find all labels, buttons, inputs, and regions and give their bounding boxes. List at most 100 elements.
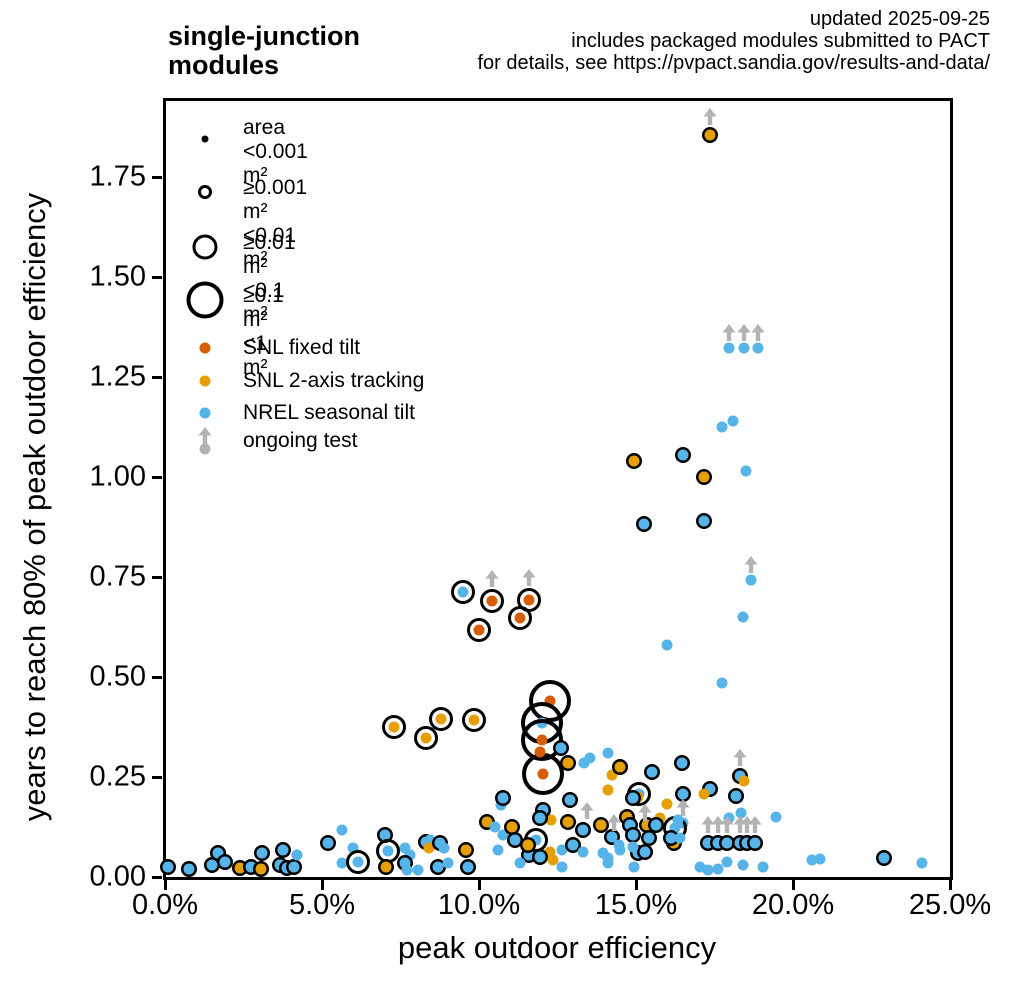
data-point bbox=[627, 841, 639, 853]
ongoing-test-arrow-icon bbox=[722, 323, 736, 346]
legend-series-label: NREL seasonal tilt bbox=[243, 401, 415, 424]
ongoing-test-arrow-icon bbox=[485, 570, 499, 592]
size-ring bbox=[252, 861, 269, 877]
data-point bbox=[577, 846, 589, 858]
y-tick-label: 0.50 bbox=[89, 660, 146, 693]
data-point bbox=[514, 857, 526, 869]
size-ring bbox=[429, 707, 454, 731]
ongoing-test-arrow-icon bbox=[701, 816, 715, 838]
data-point bbox=[424, 834, 436, 846]
size-ring bbox=[285, 859, 302, 875]
y-tick-label: 1.00 bbox=[89, 460, 146, 493]
data-point bbox=[288, 861, 300, 873]
legend-series-label: SNL 2-axis tracking bbox=[243, 369, 425, 392]
size-ring bbox=[451, 580, 476, 604]
data-point bbox=[627, 792, 639, 804]
data-point bbox=[677, 449, 689, 461]
data-point bbox=[643, 832, 655, 844]
data-point bbox=[423, 842, 435, 854]
size-ring bbox=[254, 845, 271, 861]
size-ring bbox=[624, 790, 641, 806]
data-point bbox=[497, 829, 509, 841]
size-ring bbox=[467, 618, 491, 642]
data-point bbox=[698, 471, 709, 483]
data-point bbox=[547, 854, 559, 866]
data-point bbox=[639, 846, 651, 858]
data-point bbox=[606, 831, 618, 843]
data-point bbox=[322, 837, 334, 849]
size-ring bbox=[378, 859, 395, 875]
data-point bbox=[486, 595, 498, 607]
data-point bbox=[545, 814, 557, 826]
x-tick-label: 5.0% bbox=[288, 889, 356, 921]
ongoing-test-arrow-icon bbox=[744, 555, 758, 578]
data-point bbox=[255, 863, 267, 875]
y-tick-mark bbox=[152, 775, 162, 779]
ongoing-test-arrow-icon bbox=[638, 804, 652, 826]
y-tick-mark bbox=[152, 875, 162, 879]
size-ring bbox=[635, 516, 652, 532]
data-point bbox=[506, 821, 518, 833]
size-ring bbox=[180, 861, 197, 877]
data-point bbox=[404, 849, 416, 861]
data-point bbox=[420, 732, 432, 744]
data-point bbox=[716, 677, 728, 689]
data-point bbox=[738, 342, 750, 354]
size-ring bbox=[462, 708, 487, 732]
legend-series-dot-icon bbox=[199, 375, 211, 387]
size-ring bbox=[562, 792, 579, 808]
x-tick-mark bbox=[477, 880, 481, 890]
data-point bbox=[537, 768, 549, 780]
data-point bbox=[206, 859, 218, 871]
data-point bbox=[291, 849, 303, 861]
legend-size-label: area <0.001 m² bbox=[243, 116, 308, 187]
data-point bbox=[530, 834, 542, 846]
y-tick-label: 1.25 bbox=[89, 360, 146, 393]
x-tick-label: 10.0% bbox=[437, 889, 521, 921]
x-axis-label: peak outdoor efficiency bbox=[397, 930, 717, 965]
data-point bbox=[624, 819, 636, 831]
data-point bbox=[712, 837, 724, 849]
size-ring bbox=[747, 835, 764, 851]
x-tick-label: 15.0% bbox=[594, 889, 678, 921]
data-point bbox=[379, 829, 391, 841]
chart-note: updated 2025-09-25 includes packaged mod… bbox=[477, 8, 990, 74]
data-point bbox=[716, 421, 728, 433]
data-point bbox=[544, 695, 556, 707]
data-point bbox=[556, 861, 568, 873]
x-tick-mark bbox=[163, 880, 167, 890]
data-point bbox=[745, 574, 757, 586]
data-point bbox=[336, 857, 348, 869]
size-ring bbox=[216, 854, 233, 870]
y-tick-mark bbox=[152, 275, 162, 279]
legend-series-dot-icon bbox=[199, 342, 211, 354]
data-point bbox=[481, 816, 493, 828]
data-point bbox=[556, 844, 568, 856]
data-point bbox=[650, 819, 662, 831]
data-point bbox=[382, 845, 394, 857]
y-tick-mark bbox=[152, 575, 162, 579]
x-tick-mark bbox=[320, 880, 324, 890]
data-point bbox=[723, 812, 735, 824]
size-ring bbox=[565, 837, 582, 853]
size-ring bbox=[552, 740, 569, 756]
data-point bbox=[737, 611, 749, 623]
size-ring bbox=[382, 715, 407, 739]
data-point bbox=[721, 856, 733, 868]
data-point bbox=[380, 861, 392, 873]
data-point bbox=[672, 814, 684, 826]
y-tick-label: 0.25 bbox=[89, 760, 146, 793]
data-point bbox=[740, 465, 752, 477]
plot-frame bbox=[163, 98, 953, 880]
data-point bbox=[677, 788, 689, 800]
data-point bbox=[665, 832, 677, 844]
data-point bbox=[183, 863, 195, 875]
size-ring bbox=[643, 764, 660, 780]
data-point bbox=[735, 807, 747, 819]
data-point bbox=[438, 842, 450, 854]
data-point bbox=[698, 788, 709, 800]
data-point bbox=[523, 849, 535, 861]
data-point bbox=[627, 829, 639, 841]
note-includes: includes packaged modules submitted to P… bbox=[571, 30, 990, 52]
data-point bbox=[613, 839, 625, 851]
